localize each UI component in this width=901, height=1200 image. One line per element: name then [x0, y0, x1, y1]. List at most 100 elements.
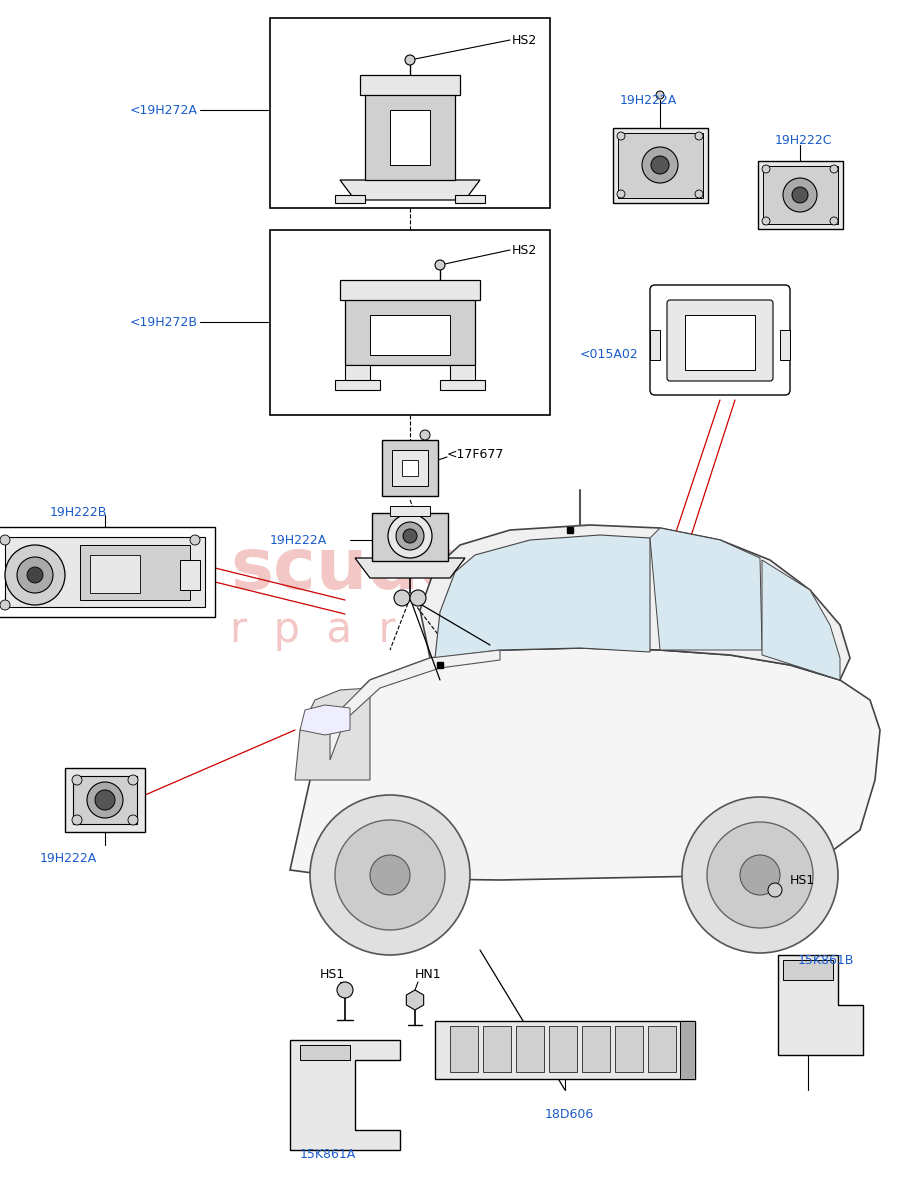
Polygon shape [778, 955, 863, 1055]
Circle shape [642, 146, 678, 182]
Circle shape [370, 854, 410, 895]
Polygon shape [290, 1040, 400, 1150]
Circle shape [128, 775, 138, 785]
Circle shape [830, 164, 838, 173]
Circle shape [405, 55, 415, 65]
Text: 19H222A: 19H222A [620, 94, 678, 107]
Polygon shape [420, 526, 850, 680]
Text: <19H272A: <19H272A [130, 103, 198, 116]
Bar [650, 330, 660, 360]
Text: 15K861B: 15K861B [798, 954, 854, 966]
Text: HS1: HS1 [320, 968, 345, 982]
Bar [780, 330, 790, 360]
Bar [0, 527, 215, 617]
Polygon shape [650, 528, 762, 650]
Polygon shape [355, 558, 465, 578]
Polygon shape [290, 648, 880, 880]
Text: 19H222B: 19H222B [50, 505, 107, 518]
Circle shape [337, 982, 353, 998]
Text: <19H272B: <19H272B [130, 316, 198, 329]
Bar [685, 314, 755, 370]
FancyBboxPatch shape [667, 300, 773, 382]
Polygon shape [340, 180, 480, 200]
Bar [440, 380, 485, 390]
Bar [370, 314, 450, 355]
Bar [300, 1045, 350, 1060]
Circle shape [740, 854, 780, 895]
Text: scuderia: scuderia [230, 535, 578, 605]
Circle shape [72, 775, 82, 785]
Text: 18D606: 18D606 [545, 1109, 595, 1122]
Circle shape [128, 815, 138, 826]
Circle shape [310, 794, 470, 955]
Text: 19H222A: 19H222A [270, 534, 327, 546]
Polygon shape [450, 365, 475, 385]
Circle shape [682, 797, 838, 953]
Bar [516, 1026, 544, 1072]
Circle shape [651, 156, 669, 174]
Circle shape [768, 883, 782, 898]
Circle shape [87, 782, 123, 818]
Text: 19H222C: 19H222C [775, 133, 833, 146]
Bar [483, 1026, 511, 1072]
Bar [360, 74, 460, 95]
Polygon shape [300, 704, 350, 734]
Bar [435, 1021, 695, 1079]
Circle shape [783, 178, 817, 212]
Bar [390, 110, 430, 164]
Bar [345, 295, 475, 365]
Bar [73, 776, 137, 824]
Circle shape [0, 535, 10, 545]
Bar [5, 538, 205, 607]
Circle shape [617, 132, 625, 140]
Text: HS1: HS1 [790, 874, 815, 887]
Bar [80, 545, 190, 600]
Bar [582, 1026, 610, 1072]
Circle shape [95, 790, 115, 810]
Bar [455, 194, 485, 203]
Circle shape [707, 822, 813, 928]
Bar [335, 194, 365, 203]
Circle shape [762, 217, 770, 226]
Bar [270, 18, 550, 208]
Circle shape [0, 600, 10, 610]
Polygon shape [330, 650, 500, 760]
Circle shape [435, 260, 445, 270]
Bar [390, 506, 430, 516]
Bar [365, 90, 455, 180]
Polygon shape [406, 990, 423, 1010]
Bar [783, 960, 833, 980]
Polygon shape [345, 365, 370, 385]
Circle shape [695, 132, 703, 140]
Bar [90, 554, 140, 593]
Bar [549, 1026, 577, 1072]
Polygon shape [435, 535, 650, 658]
Bar [270, 230, 550, 415]
Circle shape [420, 430, 430, 440]
Bar [340, 280, 480, 300]
Circle shape [394, 590, 410, 606]
Bar [382, 440, 438, 496]
Bar [450, 1026, 478, 1072]
Circle shape [335, 820, 445, 930]
Circle shape [617, 190, 625, 198]
Circle shape [388, 514, 432, 558]
Text: r  p  a  r  t  s: r p a r t s [230, 608, 487, 650]
Circle shape [403, 529, 417, 542]
Bar [402, 460, 418, 476]
Text: 15K861A: 15K861A [300, 1148, 356, 1162]
Bar [680, 1021, 695, 1079]
Circle shape [695, 190, 703, 198]
Polygon shape [762, 560, 840, 680]
Text: 19H222A: 19H222A [40, 852, 97, 864]
Circle shape [792, 187, 808, 203]
Circle shape [396, 522, 424, 550]
Bar [180, 560, 200, 590]
Text: HS2: HS2 [512, 34, 537, 47]
Bar [758, 161, 843, 229]
Text: <17F677: <17F677 [447, 449, 505, 462]
Circle shape [17, 557, 53, 593]
Circle shape [830, 217, 838, 226]
Text: HN1: HN1 [415, 968, 441, 982]
Text: <015A02: <015A02 [580, 348, 639, 361]
